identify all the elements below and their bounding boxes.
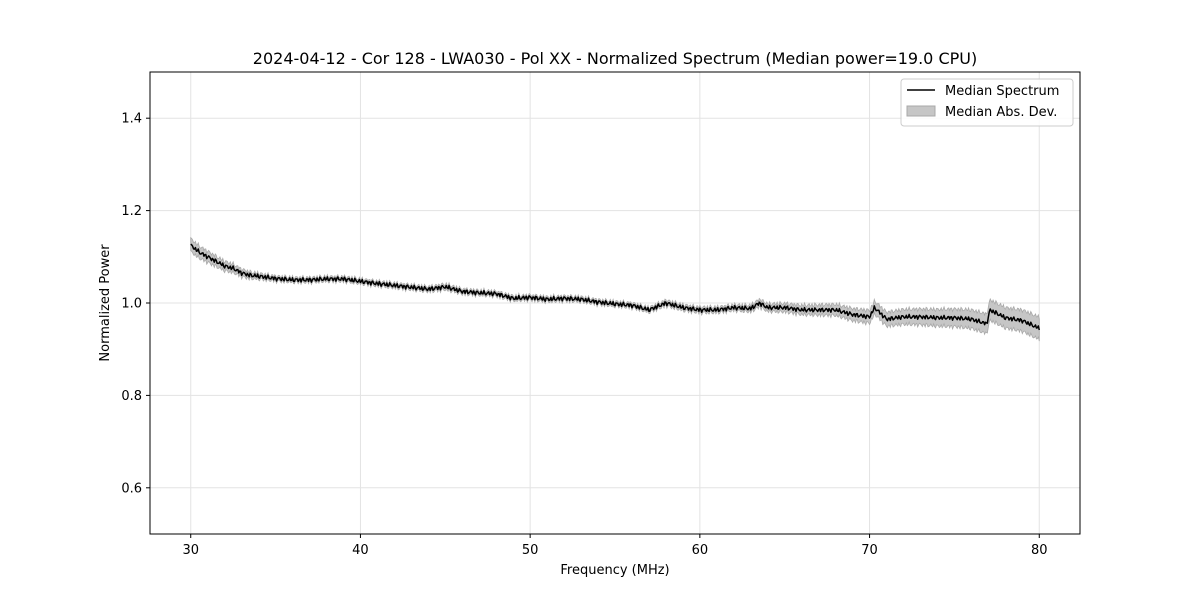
y-tick-label: 1.4 bbox=[121, 112, 142, 127]
x-tick-label: 40 bbox=[352, 543, 369, 558]
legend-median-abs-dev: Median Abs. Dev. bbox=[945, 105, 1057, 120]
x-axis-label: Frequency (MHz) bbox=[560, 563, 669, 578]
y-axis-label: Normalized Power bbox=[98, 244, 113, 362]
x-axis-ticks: 30 40 50 60 70 80 bbox=[182, 534, 1048, 558]
y-tick-label: 1.0 bbox=[121, 297, 142, 312]
y-axis-ticks: 0.6 0.8 1.0 1.2 1.4 bbox=[121, 112, 150, 496]
median-line-layer bbox=[190, 243, 1041, 331]
y-tick-label: 0.8 bbox=[121, 389, 142, 404]
chart-title: 2024-04-12 - Cor 128 - LWA030 - Pol XX -… bbox=[253, 49, 977, 68]
legend-box bbox=[900, 78, 1074, 127]
x-tick-label: 80 bbox=[1031, 543, 1048, 558]
legend-median-spectrum: Median Spectrum bbox=[945, 84, 1059, 99]
legend: Median Spectrum Median Abs. Dev. bbox=[900, 78, 1074, 127]
mad-band-layer bbox=[190, 236, 1040, 342]
y-tick-label: 0.6 bbox=[121, 481, 142, 496]
median-spectrum-line bbox=[190, 243, 1041, 331]
x-tick-label: 30 bbox=[182, 543, 199, 558]
legend-band-swatch bbox=[906, 105, 936, 117]
y-tick-label: 1.2 bbox=[121, 204, 142, 219]
x-tick-label: 70 bbox=[861, 543, 878, 558]
x-tick-label: 60 bbox=[692, 543, 709, 558]
x-tick-label: 50 bbox=[522, 543, 539, 558]
mad-band bbox=[190, 236, 1040, 342]
